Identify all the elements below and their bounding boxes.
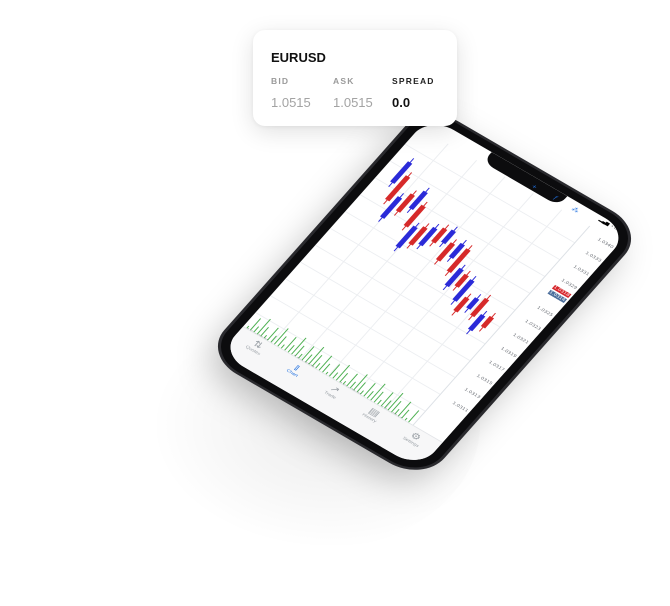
grid-line	[270, 295, 442, 396]
candle-wick	[406, 187, 430, 214]
candle-wick	[393, 190, 417, 216]
grid-line	[300, 261, 471, 362]
grid-line	[404, 143, 576, 244]
price-chart[interactable]	[241, 127, 591, 428]
symbol-name: EURUSD	[271, 50, 326, 65]
ask-value: 1.0515	[333, 95, 373, 110]
indicators-icon[interactable]: ƒ	[551, 194, 559, 202]
grid-line	[374, 177, 546, 278]
tab-trade[interactable]: ↗ Trade	[323, 383, 344, 401]
candle-wick	[444, 245, 473, 276]
candle-wick	[383, 172, 413, 205]
quote-card: EURUSD BID 1.0515 ASK 1.0515 SPREAD 0.0	[253, 30, 457, 126]
grid-line	[314, 244, 486, 345]
candle-wick	[466, 310, 488, 335]
objects-icon[interactable]: ⁂	[570, 206, 580, 215]
ask-label: ASK	[333, 76, 355, 86]
price-scale-label: 1.0333	[583, 250, 603, 264]
ask-column: ASK 1.0515	[333, 76, 373, 110]
grid-line	[329, 227, 501, 328]
grid-line	[389, 160, 561, 261]
price-scale-label: 1.0323	[523, 319, 542, 332]
price-scale-label: 1.0311	[450, 400, 470, 414]
tab-chart[interactable]: ⫾ Chart	[285, 361, 305, 378]
candle-wick	[468, 294, 492, 321]
candle-wick	[439, 226, 458, 248]
price-scale-label: 1.0315	[475, 373, 494, 387]
phone-frame: ▂▄▆ ◔ ▭ + ƒ ⁂ Trade 1.03401.03331.03311.…	[207, 106, 642, 479]
candle-wick	[442, 264, 466, 291]
grid-line	[255, 312, 427, 412]
spread-label: SPREAD	[392, 76, 435, 86]
candle-wick	[388, 158, 415, 187]
candle-wick	[446, 239, 467, 262]
bid-label: BID	[271, 76, 290, 86]
candle-wick	[401, 201, 428, 231]
candle-wick	[429, 224, 450, 247]
candle-wick	[416, 223, 440, 250]
spread-column: SPREAD 0.0	[392, 76, 435, 110]
bid-value: 1.0515	[271, 95, 311, 110]
phone-screen: ▂▄▆ ◔ ▭ + ƒ ⁂ Trade 1.03401.03331.03311.…	[219, 116, 630, 469]
tab-history[interactable]: ▤ History	[361, 405, 384, 424]
candle-wick	[464, 294, 482, 313]
candle-wick	[434, 239, 457, 265]
candle-wick	[450, 276, 477, 305]
grid-line	[285, 278, 456, 379]
price-scale-label: 1.0313	[462, 387, 482, 400]
candle-wick	[393, 222, 420, 252]
candle-wick	[378, 193, 405, 222]
candlestick-chart	[243, 143, 576, 426]
spread-value: 0.0	[392, 95, 411, 110]
candle-wick	[451, 293, 472, 316]
price-scale-label: 1.0317	[487, 359, 506, 373]
tab-quotes[interactable]: ⇅ Quotes	[244, 337, 268, 356]
price-scale-label: 1.0325	[535, 305, 554, 318]
price-scale-label: 1.0331	[571, 264, 591, 277]
price-scale-label: 1.0340	[596, 237, 615, 250]
grid-line	[359, 194, 531, 294]
crosshair-icon[interactable]: +	[529, 182, 539, 191]
bid-column: BID 1.0515	[271, 76, 311, 110]
candle-wick	[478, 312, 496, 332]
tab-settings[interactable]: ⚙ Settings	[401, 428, 426, 449]
price-scale-label: 1.0319	[499, 346, 518, 359]
grid-line	[344, 211, 516, 311]
candle-wick	[452, 270, 471, 291]
candle-wick	[406, 223, 430, 249]
price-scale-label: 1.0321	[511, 332, 530, 346]
